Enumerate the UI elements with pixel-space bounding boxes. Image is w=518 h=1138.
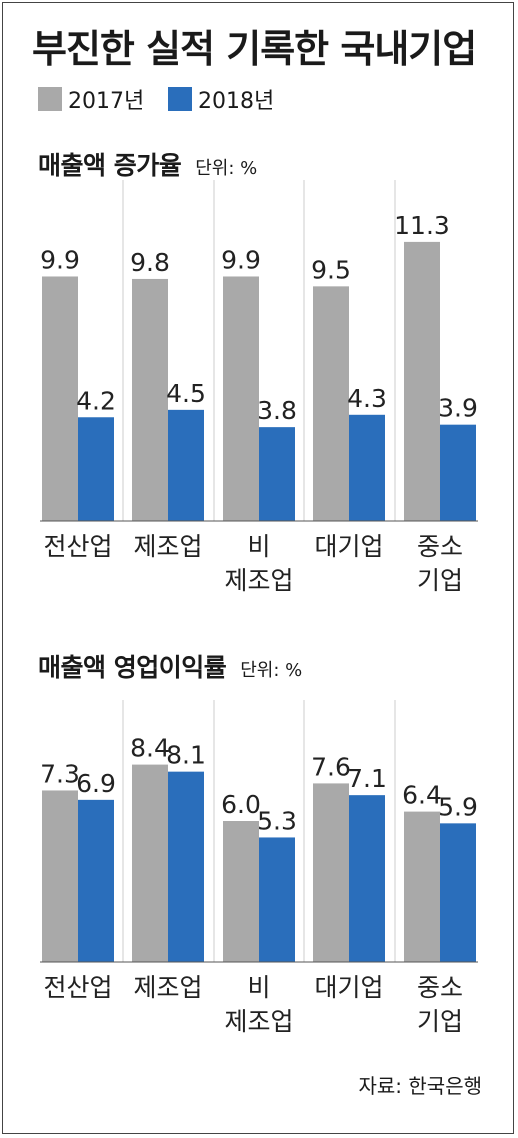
data-label-2018-2: 4.5 (166, 379, 206, 408)
bar-2017-2 (132, 764, 168, 962)
data-label-2018-2: 8.1 (166, 741, 206, 770)
page-title: 부진한 실적 기록한 국내기업 (32, 27, 477, 71)
data-label-2017-2: 8.4 (130, 734, 170, 763)
bar-2017-3 (223, 821, 259, 962)
legend-swatch-2018 (168, 87, 192, 111)
bar-2018-5 (440, 424, 476, 521)
category-label-2: 제조업 (133, 532, 202, 561)
category-label-5-line-1: 중소 (417, 532, 463, 561)
data-label-2018-3: 3.8 (257, 396, 297, 425)
data-label-2017-5: 11.3 (394, 211, 450, 240)
bar-2018-5 (440, 823, 476, 962)
bar-2018-1 (78, 799, 114, 962)
chart-2-header: 매출액 영업이익률 단위: % (38, 648, 302, 684)
bar-2017-4 (313, 286, 349, 521)
chart-1-title: 매출액 증가율 (38, 151, 182, 180)
category-label-3-line-2: 제조업 (224, 566, 293, 595)
category-label-1: 전산업 (43, 532, 112, 561)
data-label-2017-3: 9.9 (221, 245, 261, 274)
data-label-2018-1: 6.9 (76, 769, 116, 798)
bar-2018-2 (168, 409, 204, 521)
bar-2018-1 (78, 417, 114, 521)
source-note: 자료: 한국은행 (358, 1074, 483, 1098)
chart-2-title: 매출액 영업이익률 (38, 653, 227, 682)
legend-swatch-2017 (38, 87, 62, 111)
legend-label-2018: 2018년 (198, 89, 275, 114)
bar-2017-5 (404, 811, 440, 962)
data-label-2017-4: 9.5 (311, 255, 351, 284)
bar-2018-3 (259, 837, 295, 962)
data-label-2018-5: 3.9 (438, 394, 478, 423)
bar-2017-3 (223, 276, 259, 521)
operating-margin-chart: 7.36.9전산업8.48.1제조업6.05.3비제조업7.67.1대기업6.4… (40, 700, 478, 1036)
legend-item-2017: 2017년 (38, 86, 145, 114)
data-label-2017-3: 6.0 (221, 790, 261, 819)
chart-1-unit: 단위: % (195, 158, 258, 179)
bar-2018-3 (259, 427, 295, 521)
bar-2017-1 (42, 790, 78, 962)
bar-2017-1 (42, 276, 78, 521)
data-label-2018-3: 5.3 (257, 806, 297, 835)
revenue-growth-chart: 9.94.2전산업9.84.5제조업9.93.8비제조업9.54.3대기업11.… (40, 180, 478, 595)
data-label-2017-1: 7.3 (40, 759, 80, 788)
data-label-2018-4: 4.3 (347, 384, 387, 413)
category-label-4: 대기업 (314, 532, 383, 561)
data-label-2017-4: 7.6 (311, 752, 351, 781)
category-label-5-line-1: 중소 (417, 973, 463, 1002)
legend-label-2017: 2017년 (68, 89, 145, 114)
category-label-5-line-2: 기업 (417, 1007, 463, 1036)
data-label-2018-5: 5.9 (438, 792, 478, 821)
bar-2018-4 (349, 795, 385, 962)
data-label-2017-5: 6.4 (402, 781, 442, 810)
legend-item-2018: 2018년 (168, 86, 275, 114)
category-label-3-line-2: 제조업 (224, 1007, 293, 1036)
data-label-2017-2: 9.8 (130, 248, 170, 277)
data-label-2017-1: 9.9 (40, 245, 80, 274)
chart-1-header: 매출액 증가율 단위: % (38, 146, 257, 182)
category-label-4: 대기업 (314, 973, 383, 1002)
data-label-2018-1: 4.2 (76, 386, 116, 415)
bar-2017-5 (404, 241, 440, 521)
category-label-3-line-1: 비 (247, 973, 270, 1002)
category-label-5-line-2: 기업 (417, 566, 463, 595)
bar-2018-2 (168, 771, 204, 962)
bar-2018-4 (349, 414, 385, 521)
bar-2017-4 (313, 783, 349, 962)
category-label-1: 전산업 (43, 973, 112, 1002)
category-label-2: 제조업 (133, 973, 202, 1002)
data-label-2018-4: 7.1 (347, 764, 387, 793)
category-label-3-line-1: 비 (247, 532, 270, 561)
chart-2-unit: 단위: % (240, 660, 303, 681)
bar-2017-2 (132, 278, 168, 521)
